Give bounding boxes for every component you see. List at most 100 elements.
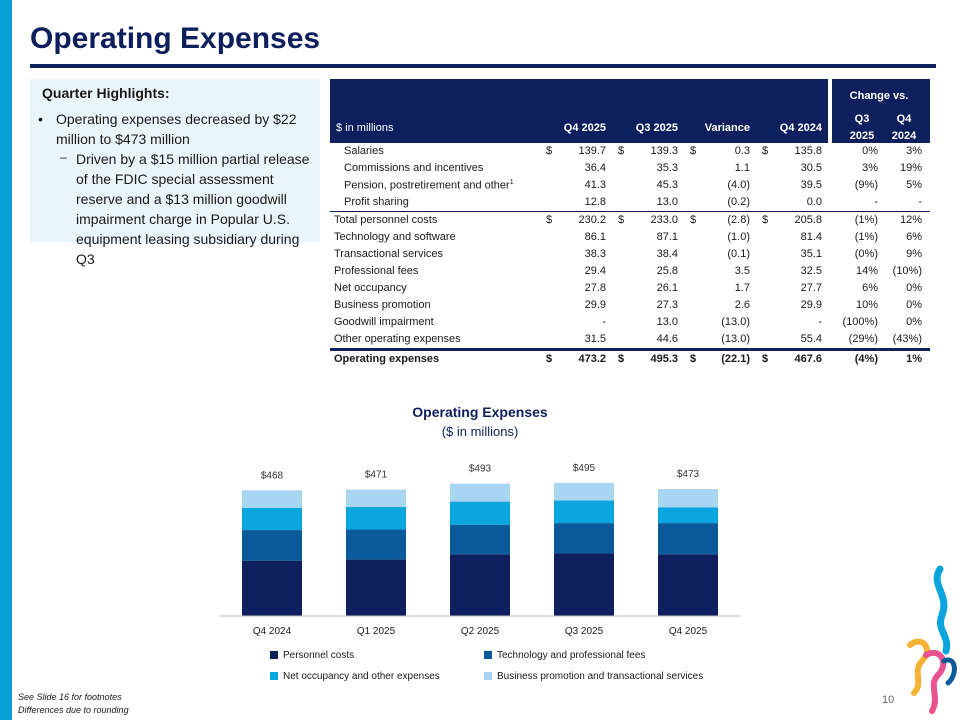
- change-value: (100%): [842, 316, 878, 328]
- cell-value: 139.7: [578, 145, 606, 157]
- row-label: Business promotion: [334, 299, 431, 311]
- row-label-text: Technology and software: [334, 231, 456, 243]
- row-label: Profit sharing: [344, 196, 409, 208]
- cell-value: 135.8: [794, 145, 822, 157]
- accent-bar: [0, 0, 12, 720]
- footnote: Differences due to rounding: [18, 705, 129, 715]
- legend-swatch: [484, 672, 492, 681]
- dollar-sign: $: [546, 353, 553, 365]
- header-gap: [828, 79, 832, 143]
- highlight-subtext: Driven by a $15 million partial release …: [76, 151, 310, 267]
- change-value: 3%: [906, 145, 922, 157]
- change-value: 3%: [862, 162, 878, 174]
- bullet-dot-icon: •: [38, 111, 43, 127]
- row-label-text: Business promotion: [334, 299, 431, 311]
- cell-value: 32.5: [800, 265, 822, 277]
- cell-value: (22.1): [721, 353, 750, 365]
- dollar-sign: $: [546, 214, 553, 226]
- bar-segment: [346, 489, 406, 507]
- bar-segment: [450, 483, 510, 502]
- cell-value: 1.1: [734, 162, 750, 174]
- bar-segment: [242, 490, 302, 508]
- cell-value: 29.9: [800, 299, 822, 311]
- row-label-text: Other operating expenses: [334, 333, 461, 345]
- dollar-sign: $: [618, 145, 625, 157]
- dollar-sign: $: [618, 353, 625, 365]
- change-value: (29%): [848, 333, 878, 345]
- cell-value: 81.4: [800, 231, 822, 243]
- cell-value: 35.3: [656, 162, 678, 174]
- cell-value: 13.0: [656, 196, 678, 208]
- cell-value: 12.8: [584, 196, 606, 208]
- cell-value: 2.6: [734, 299, 750, 311]
- change-value: (0%): [854, 248, 878, 260]
- highlights-heading: Quarter Highlights:: [42, 85, 170, 101]
- change-value: 9%: [906, 248, 922, 260]
- cell-value: 495.3: [650, 353, 678, 365]
- row-label-text: Profit sharing: [344, 196, 409, 208]
- cell-value: 27.7: [800, 282, 822, 294]
- highlight-subbullet: – Driven by a $15 million partial releas…: [60, 149, 315, 269]
- change-value: (9%): [854, 179, 878, 191]
- table-body: Salaries $139.7 $139.3 $0.3 $135.8 0% 3% Commis…: [330, 143, 930, 368]
- table-row: Pension, postretirement and other1 41.3 45…: [330, 177, 930, 194]
- cell-value: (13.0): [721, 333, 750, 345]
- bar-segment: [450, 554, 510, 616]
- legend-label: Business promotion and transactional ser…: [497, 671, 704, 682]
- change-value: (1%): [854, 214, 878, 226]
- legend-label: Technology and professional fees: [497, 650, 646, 661]
- cell-value: (2.8): [727, 214, 750, 226]
- legend-label: Personnel costs: [283, 650, 355, 661]
- row-label: Pension, postretirement and other1: [344, 179, 514, 192]
- row-label-text: Total personnel costs: [334, 214, 438, 226]
- legend-item: Technology and professional fees: [484, 650, 645, 661]
- table-row: Business promotion 29.9 27.3 2.6 29.9 10% 0%: [330, 297, 930, 314]
- table-row: Other operating expenses 31.5 44.6 (13.0) 55…: [330, 331, 930, 349]
- change-value: 6%: [862, 282, 878, 294]
- bar-segment: [554, 553, 614, 616]
- category-label: Q4 2025: [669, 626, 708, 637]
- category-label: Q1 2025: [357, 626, 396, 637]
- cell-value: (0.1): [727, 248, 750, 260]
- cell-value: (13.0): [721, 316, 750, 328]
- bar-segment: [346, 506, 406, 530]
- cell-value: 41.3: [584, 179, 606, 191]
- change-value: 12%: [899, 214, 922, 226]
- change-col-header: 2025: [849, 130, 875, 142]
- cell-value: 86.1: [584, 231, 606, 243]
- table-row: Professional fees 29.4 25.8 3.5 32.5 14% (10%): [330, 263, 930, 280]
- row-label: Commissions and incentives: [344, 162, 483, 174]
- row-label-text: Operating expenses: [334, 353, 440, 365]
- table-row: Total personnel costs $230.2 $233.0 $ (2.8) $…: [330, 211, 930, 229]
- row-label-text: Salaries: [344, 145, 384, 157]
- dash-icon: –: [60, 150, 67, 164]
- legend-item: Personnel costs: [270, 650, 354, 661]
- bar-segment: [658, 488, 718, 508]
- table-row: Technology and software 86.1 87.1 (1.0) 81.4…: [330, 229, 930, 246]
- row-label: Goodwill impairment: [334, 316, 434, 328]
- footnote: See Slide 16 for footnotes: [18, 692, 122, 702]
- row-label: Transactional services: [334, 248, 443, 260]
- table-row: Profit sharing 12.8 13.0 (0.2) 0.0 - -: [330, 194, 930, 211]
- row-label-text: Net occupancy: [334, 282, 407, 294]
- cell-value: 13.0: [656, 316, 678, 328]
- cell-value: 29.9: [584, 299, 606, 311]
- table-row: Goodwill impairment - 13.0 (13.0) - (100%) 0%: [330, 314, 930, 331]
- col-header: Q3 2025: [635, 122, 678, 134]
- cell-value: 3.5: [734, 265, 750, 277]
- cell-value: 35.1: [800, 248, 822, 260]
- category-label: Q2 2025: [461, 626, 500, 637]
- bar-segment: [450, 524, 510, 555]
- change-value: -: [918, 196, 922, 208]
- cell-value: 473.2: [578, 353, 606, 365]
- cell-value: -: [602, 316, 606, 328]
- popular-logo-icon: [907, 565, 957, 714]
- change-value: 19%: [899, 162, 922, 174]
- change-col-header: 2024: [891, 130, 917, 142]
- change-value: (1%): [854, 231, 878, 243]
- cell-value: 230.2: [578, 214, 606, 226]
- cell-value: (0.2): [727, 196, 750, 208]
- change-value: 1%: [906, 353, 922, 365]
- cell-value: 55.4: [800, 333, 822, 345]
- cell-value: 139.3: [650, 145, 678, 157]
